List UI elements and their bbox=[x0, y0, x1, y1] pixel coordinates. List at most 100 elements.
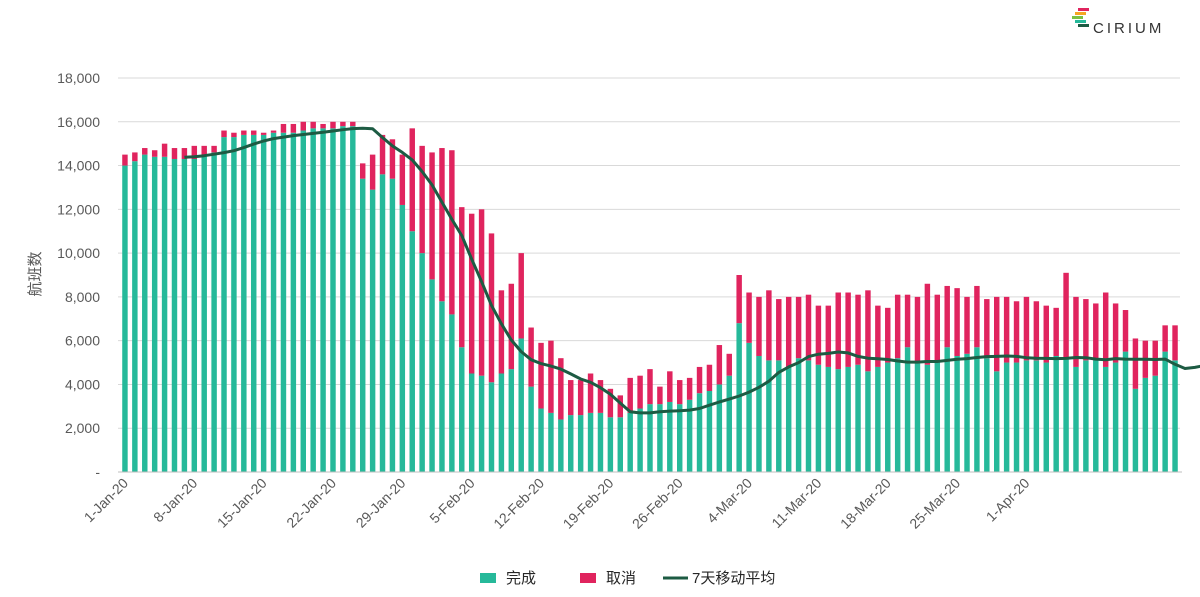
bar-cancelled bbox=[241, 130, 247, 135]
bar-completed bbox=[1122, 351, 1129, 472]
bar-cancelled bbox=[231, 132, 237, 138]
bar-cancelled bbox=[766, 290, 772, 361]
bar-completed bbox=[568, 415, 574, 472]
bar-completed bbox=[1162, 351, 1168, 472]
bar-completed bbox=[716, 384, 723, 472]
legend-label-cancelled: 取消 bbox=[606, 570, 636, 587]
bar-cancelled bbox=[151, 150, 158, 157]
bar-cancelled bbox=[310, 121, 316, 129]
bar-completed bbox=[766, 360, 772, 472]
bar-cancelled bbox=[211, 145, 217, 153]
bar-cancelled bbox=[1162, 325, 1168, 352]
bar-completed bbox=[726, 375, 732, 472]
bar-completed bbox=[964, 353, 970, 472]
bar-completed bbox=[686, 399, 693, 472]
legend-item-completed: 完成 bbox=[480, 570, 536, 587]
x-axis-ticks: 1-Jan-20 8-Jan-20 15-Jan-20 22-Jan-20 29-Jan… bbox=[81, 475, 1033, 532]
bar-cancelled bbox=[369, 154, 376, 190]
bar-cancelled bbox=[577, 380, 584, 416]
y-tick-label: 4,000 bbox=[65, 376, 100, 392]
bar-completed bbox=[875, 366, 881, 472]
bar-completed bbox=[231, 137, 237, 472]
bar-completed bbox=[300, 130, 306, 473]
bar-completed bbox=[498, 373, 505, 472]
bar-completed bbox=[320, 128, 326, 472]
bar-cancelled bbox=[617, 395, 624, 418]
x-tick-label: 19-Feb-20 bbox=[560, 475, 617, 532]
bar-completed bbox=[1132, 388, 1139, 472]
bar-cancelled bbox=[984, 299, 990, 359]
moving-average-line bbox=[184, 126, 1200, 415]
bar-cancelled bbox=[815, 305, 822, 365]
bar-completed bbox=[1112, 362, 1119, 472]
bar-cancelled bbox=[201, 145, 207, 155]
bar-cancelled bbox=[340, 121, 346, 127]
bar-completed bbox=[142, 154, 148, 472]
bar-completed bbox=[984, 358, 990, 472]
bar-cancelled bbox=[459, 207, 465, 348]
bar-cancelled bbox=[419, 145, 425, 254]
bar-completed bbox=[241, 134, 247, 472]
bar-cancelled bbox=[1122, 310, 1129, 352]
bar-completed bbox=[885, 362, 891, 472]
bar-cancelled bbox=[627, 377, 633, 413]
y-axis-label: 航班数 bbox=[27, 251, 44, 296]
bar-completed bbox=[449, 314, 455, 472]
bar-cancelled bbox=[716, 345, 723, 385]
bar-completed bbox=[835, 369, 841, 472]
bar-completed bbox=[756, 355, 762, 472]
bar-completed bbox=[478, 375, 485, 472]
bar-completed bbox=[518, 338, 524, 472]
y-tick-label: 10,000 bbox=[57, 245, 100, 261]
x-tick-label: 8-Jan-20 bbox=[150, 475, 201, 526]
bar-cancelled bbox=[994, 296, 1000, 372]
bar-completed bbox=[845, 366, 851, 472]
bar-completed bbox=[251, 134, 257, 472]
bar-cancelled bbox=[835, 292, 841, 370]
bar-completed bbox=[221, 137, 227, 472]
bar-cancelled bbox=[1083, 299, 1089, 361]
bar-completed bbox=[1003, 362, 1010, 472]
bar-completed bbox=[260, 134, 267, 472]
bar-cancelled bbox=[1033, 301, 1040, 361]
bar-cancelled bbox=[181, 148, 188, 159]
bar-completed bbox=[191, 158, 198, 472]
bar-completed bbox=[330, 128, 336, 472]
bar-cancelled bbox=[429, 152, 435, 280]
moving-average-line-group bbox=[184, 126, 1200, 415]
bar-cancelled bbox=[845, 292, 851, 367]
bar-completed bbox=[1043, 362, 1049, 472]
bar-completed bbox=[667, 401, 673, 472]
x-tick-label: 11-Mar-20 bbox=[768, 475, 824, 531]
bar-completed bbox=[280, 132, 287, 472]
bar-cancelled bbox=[300, 121, 306, 131]
bar-completed bbox=[597, 412, 604, 472]
legend-swatch-cancelled bbox=[580, 573, 596, 583]
bar-cancelled bbox=[676, 380, 683, 405]
bar-cancelled bbox=[260, 132, 267, 135]
bar-cancelled bbox=[399, 154, 406, 205]
bar-cancelled bbox=[330, 121, 336, 129]
bar-completed bbox=[1102, 366, 1109, 472]
bar-completed bbox=[290, 132, 297, 472]
bar-cancelled bbox=[914, 296, 921, 363]
bar-cancelled bbox=[508, 283, 515, 370]
bar-cancelled bbox=[359, 163, 366, 179]
bar-completed bbox=[577, 415, 584, 472]
bar-cancelled bbox=[379, 134, 386, 175]
cirium-logo-icon bbox=[1072, 8, 1089, 27]
bar-cancelled bbox=[251, 130, 257, 135]
legend: 完成 取消 7天移动平均 bbox=[480, 570, 775, 587]
bar-completed bbox=[359, 178, 366, 472]
bar-completed bbox=[122, 165, 128, 473]
bar-cancelled bbox=[1003, 296, 1010, 363]
bar-completed bbox=[201, 154, 207, 472]
bar-cancelled bbox=[637, 375, 643, 409]
bar-completed bbox=[894, 358, 901, 472]
bar-cancelled bbox=[478, 209, 485, 376]
bar-cancelled bbox=[161, 143, 168, 157]
bar-cancelled bbox=[350, 121, 356, 127]
bar-completed bbox=[508, 369, 515, 472]
bar-cancelled bbox=[657, 386, 663, 405]
